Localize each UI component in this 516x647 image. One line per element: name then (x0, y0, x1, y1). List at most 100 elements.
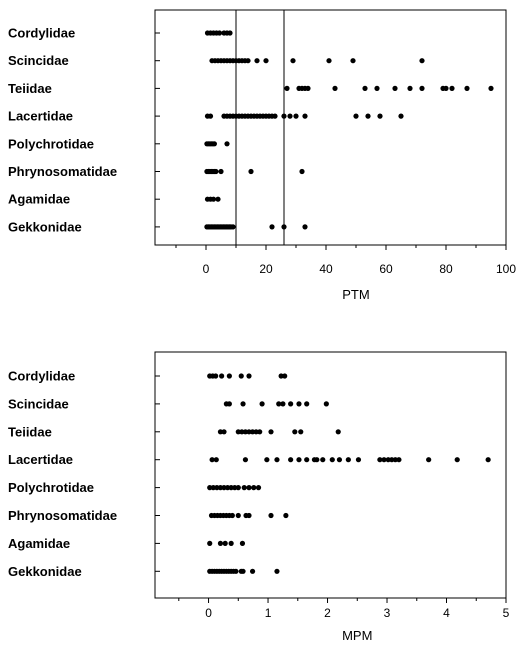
data-point (235, 485, 241, 491)
data-point (233, 568, 239, 574)
data-point (253, 429, 259, 435)
data-point (362, 85, 368, 91)
data-point (207, 113, 214, 119)
data-point (287, 113, 293, 119)
data-point (218, 168, 224, 175)
data-point (226, 401, 232, 407)
x-tick-label: 1 (265, 606, 272, 620)
data-point (335, 429, 341, 435)
data-point (323, 401, 329, 407)
data-point (259, 401, 265, 407)
data-point (296, 457, 302, 463)
category-label: Lacertidae (8, 109, 73, 124)
data-point (326, 58, 332, 64)
data-point (254, 58, 260, 64)
chart-panel-2: 0 1 2 3 4 5 MPM Cordylidae Scincidae Teiidae Lacer… (8, 351, 510, 643)
data-point (229, 512, 235, 519)
data-point (488, 85, 494, 91)
data-point (245, 58, 251, 64)
plot-frame (154, 9, 507, 246)
data-point (485, 457, 491, 463)
data-point (298, 429, 304, 435)
data-point (219, 373, 225, 379)
data-point (288, 401, 294, 407)
data-point (239, 429, 245, 435)
x-tick-label: 4 (443, 606, 450, 620)
data-point (207, 485, 213, 491)
category-label: Lacertidae (8, 452, 73, 467)
data-point (276, 401, 282, 407)
data-point (365, 113, 371, 119)
data-point (213, 168, 219, 175)
x-tick-label: 20 (259, 262, 273, 276)
data-point (224, 141, 230, 147)
data-point (280, 401, 286, 407)
data-point (374, 85, 380, 91)
data-point (350, 58, 356, 64)
data-point (249, 568, 256, 574)
data-point (211, 141, 217, 147)
category-label: Polychrotidae (8, 136, 94, 151)
data-point (464, 85, 470, 91)
data-point (345, 457, 351, 463)
data-point (419, 58, 425, 64)
data-point (213, 457, 219, 463)
data-point (213, 373, 219, 379)
data-point (268, 512, 274, 519)
data-point (217, 540, 224, 547)
data-point (293, 113, 299, 119)
category-label: Teiidae (8, 424, 52, 439)
x-tick-label: 2 (324, 606, 331, 620)
data-point (241, 485, 247, 491)
data-point (228, 485, 234, 491)
data-point (449, 85, 455, 91)
data-point (251, 485, 257, 491)
data-point (246, 512, 252, 519)
data-point (224, 485, 231, 491)
data-point (381, 457, 387, 463)
data-point (263, 58, 269, 64)
data-point (226, 373, 232, 379)
data-point (302, 224, 308, 230)
data-point (242, 429, 249, 435)
data-point (268, 429, 274, 435)
data-point (282, 373, 288, 379)
data-point (238, 373, 244, 379)
data-point (240, 401, 246, 407)
data-point (214, 485, 220, 491)
data-point (210, 196, 217, 202)
data-point (385, 457, 391, 463)
data-point (304, 401, 310, 407)
category-label: Agamidae (8, 536, 70, 551)
data-point (242, 457, 249, 463)
x-tick-label: 3 (384, 606, 391, 620)
data-point (227, 30, 233, 36)
chart-panel-1: 0 20 40 60 80 100 PTM Cordylidae Scincidae Teiida… (8, 9, 516, 302)
data-point (216, 30, 223, 36)
data-point (329, 457, 335, 463)
data-point (314, 457, 320, 463)
data-point (246, 373, 252, 379)
data-point (454, 457, 460, 463)
data-point (284, 85, 290, 91)
data-point (230, 224, 236, 230)
data-point (215, 196, 221, 202)
data-point (355, 457, 362, 463)
data-point (232, 485, 238, 491)
category-label: Scincidae (8, 53, 69, 68)
data-point (246, 485, 252, 491)
data-point (274, 457, 280, 463)
data-point (235, 512, 241, 519)
data-point (240, 568, 246, 574)
data-point (281, 224, 287, 230)
data-point (302, 113, 308, 119)
data-point (392, 85, 398, 91)
data-point (207, 540, 213, 547)
data-point (377, 113, 383, 119)
data-point (249, 429, 256, 435)
category-label: Cordylidae (8, 369, 75, 384)
data-point (288, 457, 294, 463)
category-label: Teiidae (8, 81, 52, 96)
data-point (255, 485, 262, 491)
category-label: Polychrotidae (8, 480, 94, 495)
